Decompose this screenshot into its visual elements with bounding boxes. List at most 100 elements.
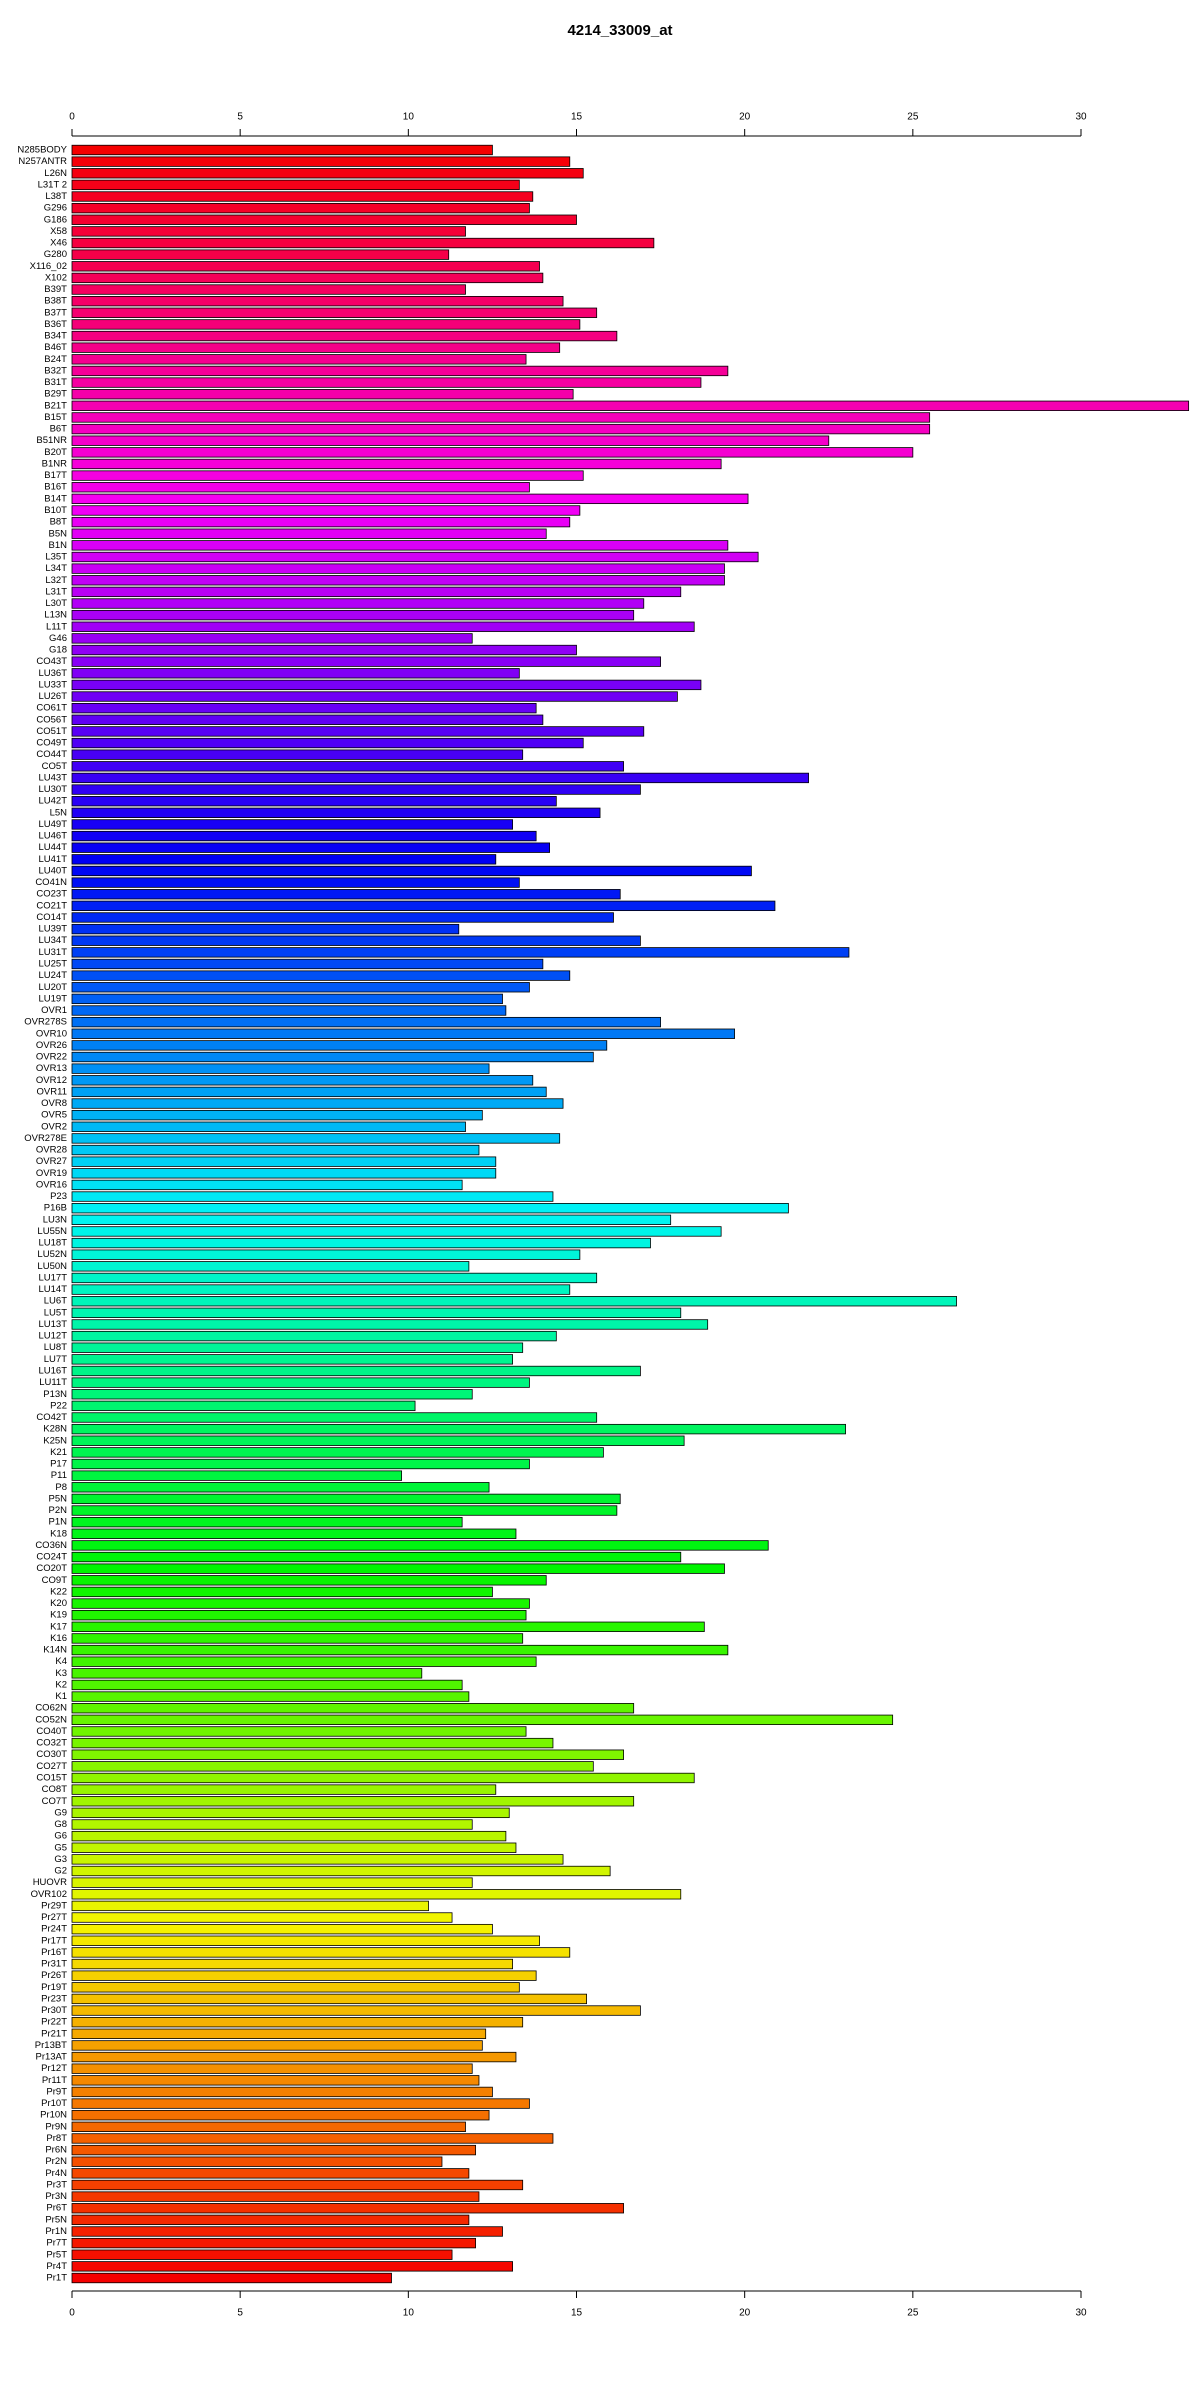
bar (71, 1214, 672, 1225)
category-label: Pr1T (46, 2273, 67, 2284)
bar (71, 1191, 554, 1202)
category-label: P11 (51, 1470, 67, 1481)
bar (71, 1807, 510, 1819)
category-label: K1 (55, 1691, 67, 1702)
bar (71, 1156, 497, 1167)
category-label: LU44T (38, 842, 67, 853)
category-label: CO5T (42, 761, 68, 772)
category-label: Pr16T (41, 1947, 67, 1958)
category-label: OVR28 (36, 1145, 67, 1156)
category-label: L32T (45, 575, 67, 586)
category-label: P22 (50, 1400, 67, 1411)
bar (71, 1377, 530, 1388)
category-label: LU11T (39, 1377, 67, 1388)
bar (71, 586, 682, 598)
bar (71, 633, 473, 644)
bar (71, 1144, 480, 1156)
bar (71, 830, 537, 842)
category-label: G18 (49, 645, 67, 656)
category-label: N285BODY (17, 145, 67, 156)
category-label: P13N (43, 1389, 67, 1400)
bar (71, 1889, 682, 1900)
category-label: Pr2N (45, 2156, 67, 2167)
bar (71, 1842, 517, 1853)
x-tick-label: 25 (907, 112, 919, 123)
category-label: X58 (50, 226, 67, 237)
bar (71, 1435, 685, 1446)
category-label: X46 (50, 238, 67, 249)
bar (71, 365, 729, 377)
category-label: LU41T (38, 854, 67, 865)
category-label: CO20T (36, 1563, 67, 1574)
bar (71, 1993, 587, 2005)
category-label: G5 (54, 1842, 67, 1853)
bar (71, 389, 574, 400)
category-label: LU36T (38, 668, 67, 679)
category-label: LU24T (38, 970, 67, 981)
bar (71, 1075, 534, 1086)
bar (71, 1714, 894, 1726)
category-label: N257ANTR (18, 156, 67, 167)
bar (71, 1737, 554, 1749)
category-label: CO30T (36, 1749, 67, 1760)
bar (71, 912, 614, 923)
category-label: LU5T (44, 1307, 67, 1318)
bar (71, 2051, 517, 2063)
category-label: Pr10N (40, 2110, 67, 2121)
category-label: CO24T (36, 1552, 67, 1563)
bar (71, 1958, 514, 1970)
bar (71, 1784, 497, 1795)
category-label: CO9T (42, 1575, 68, 1586)
category-label: OVR8 (41, 1098, 67, 1109)
category-label: LU18T (38, 1238, 67, 1249)
category-label: CO32T (36, 1738, 67, 1749)
bar (71, 842, 550, 853)
bar (71, 2214, 470, 2226)
category-label: L26N (44, 168, 67, 179)
bar (71, 377, 702, 388)
category-label: CO23T (36, 889, 67, 900)
category-label: OVR22 (36, 1052, 67, 1063)
category-label: B37T (44, 307, 67, 318)
bar (71, 621, 695, 632)
bar (71, 2272, 392, 2284)
bar (71, 1586, 493, 1598)
bar (71, 1540, 769, 1551)
bar (71, 1656, 537, 1667)
category-label: Pr21T (41, 2028, 67, 2039)
bar (71, 2179, 524, 2191)
bar (71, 168, 584, 179)
category-label: P1N (49, 1517, 68, 1528)
bar (71, 1528, 517, 1539)
category-label: L30T (45, 598, 67, 609)
bar (71, 1354, 514, 1365)
bar (71, 482, 530, 493)
category-label: B36T (44, 319, 67, 330)
category-label: Pr3T (46, 2179, 67, 2190)
category-label: LU50N (37, 1261, 67, 1272)
x-tick-label: 15 (571, 2308, 583, 2319)
bar (71, 1598, 530, 1609)
bar (71, 191, 534, 202)
x-tick-label: 10 (403, 2308, 415, 2319)
bar (71, 412, 931, 423)
bar (71, 772, 809, 784)
bar (71, 784, 641, 795)
bar (71, 307, 598, 318)
bar (71, 214, 577, 225)
category-label: B8T (50, 517, 68, 528)
category-label: B16T (44, 482, 67, 493)
category-label: OVR5 (41, 1110, 67, 1121)
bar (71, 947, 850, 958)
category-label: L31T 2 (38, 179, 67, 190)
bar (71, 551, 759, 563)
bar (71, 1412, 598, 1423)
bar (71, 1668, 423, 1679)
bar (71, 598, 645, 609)
bar (71, 865, 752, 877)
bar (71, 2098, 530, 2109)
category-label: CO52N (35, 1714, 67, 1725)
bar (71, 516, 571, 528)
bar (71, 2191, 480, 2202)
category-label: B29T (44, 389, 67, 400)
